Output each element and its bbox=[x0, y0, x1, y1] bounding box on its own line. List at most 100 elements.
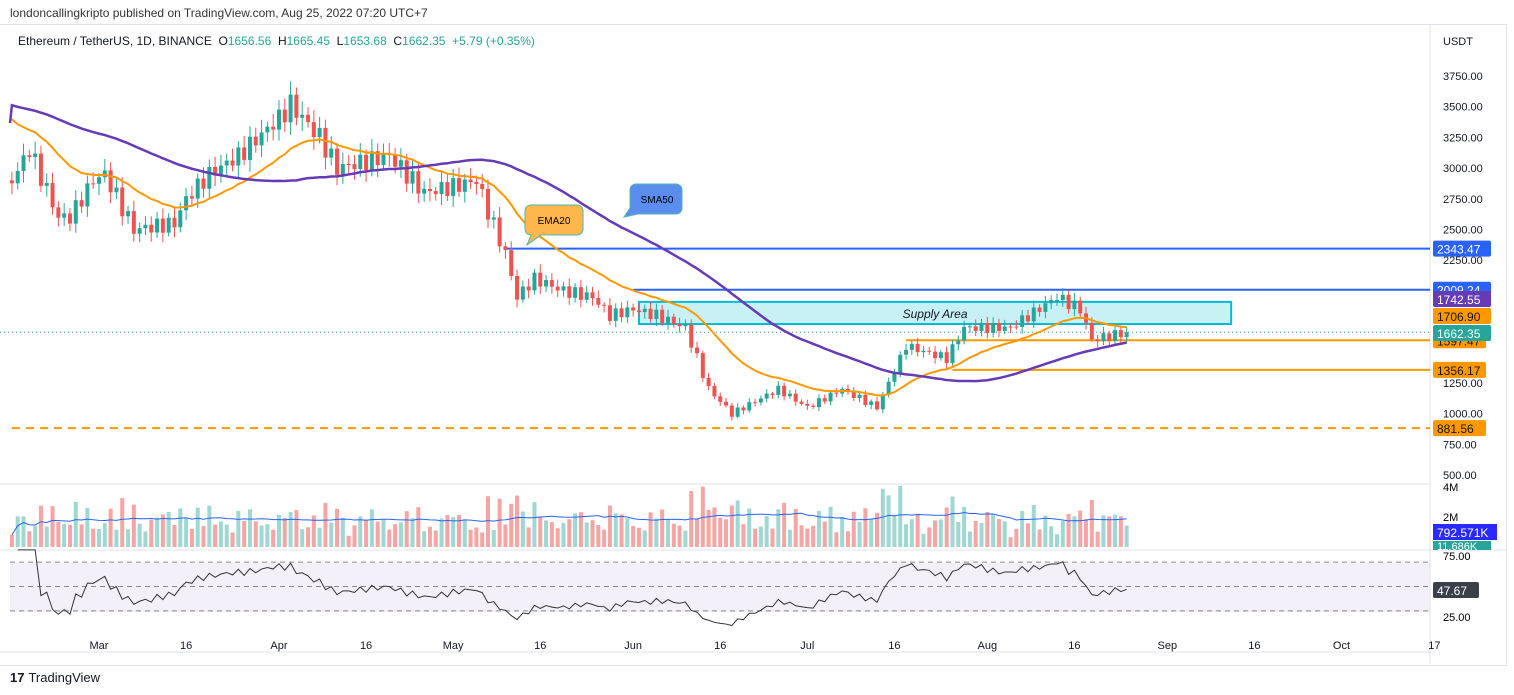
volume-bar bbox=[782, 502, 787, 547]
candle-body bbox=[317, 127, 322, 138]
candle-body bbox=[416, 171, 421, 194]
volume-bar bbox=[346, 535, 351, 547]
candle-body bbox=[97, 177, 101, 184]
volume-bar bbox=[712, 507, 717, 547]
candle-body bbox=[677, 324, 682, 327]
volume-bar bbox=[189, 528, 194, 547]
volume-bar bbox=[1031, 505, 1036, 547]
volume-bar bbox=[729, 505, 734, 547]
change-value: +5.79 (+0.35%) bbox=[452, 34, 535, 48]
volume-bar bbox=[607, 505, 612, 547]
volume-bar bbox=[799, 525, 804, 547]
volume-bar bbox=[613, 513, 618, 547]
candle-body bbox=[143, 224, 148, 229]
volume-bar bbox=[404, 511, 409, 547]
volume-bar bbox=[700, 486, 705, 547]
volume-bar bbox=[573, 513, 578, 547]
rsi-tick: 25.00 bbox=[1443, 612, 1471, 624]
volume-bar bbox=[642, 530, 647, 547]
candle-body bbox=[184, 196, 189, 211]
volume-bar bbox=[497, 498, 502, 547]
candle-body bbox=[828, 392, 833, 402]
volume-bar bbox=[317, 527, 322, 547]
level-price-tag bbox=[1433, 420, 1486, 437]
candle-body bbox=[224, 160, 229, 166]
candle-body bbox=[137, 228, 142, 234]
candle-body bbox=[642, 308, 647, 313]
x-tick-label: 16 bbox=[534, 640, 546, 652]
candle-body bbox=[456, 178, 461, 192]
volume-bar bbox=[509, 503, 514, 547]
volume-bar bbox=[311, 515, 316, 547]
candle-body bbox=[497, 217, 502, 247]
volume-bar bbox=[985, 511, 990, 547]
candle-body bbox=[1014, 326, 1019, 328]
volume-bar bbox=[427, 526, 432, 547]
volume-bar bbox=[1078, 510, 1083, 547]
y-tick-label: 2250.00 bbox=[1443, 255, 1483, 267]
candle-body bbox=[375, 151, 380, 166]
volume-bar bbox=[381, 519, 386, 547]
volume-bar bbox=[21, 516, 26, 547]
volume-bar bbox=[822, 521, 827, 547]
volume-bar bbox=[1084, 519, 1089, 547]
candle-body bbox=[1089, 322, 1094, 340]
volume-bar bbox=[863, 508, 868, 547]
volume-bar bbox=[416, 507, 421, 547]
candle-body bbox=[602, 304, 607, 306]
volume-bar bbox=[323, 502, 328, 547]
volume-bar bbox=[201, 526, 206, 547]
candle-body bbox=[956, 340, 961, 345]
candle-body bbox=[747, 402, 752, 411]
candle-body bbox=[776, 385, 781, 395]
candle-body bbox=[230, 160, 235, 166]
candle-body bbox=[793, 393, 798, 402]
rsi-band bbox=[10, 563, 1430, 612]
volume-bar bbox=[230, 532, 235, 547]
volume-bar bbox=[869, 518, 874, 547]
candle-body bbox=[474, 181, 479, 184]
volume-bar bbox=[120, 498, 125, 547]
volume-bar bbox=[352, 525, 357, 547]
candle-body bbox=[1101, 333, 1106, 342]
x-tick-label: Apr bbox=[270, 640, 287, 652]
volume-bar bbox=[816, 510, 821, 547]
volume-bar bbox=[375, 521, 380, 547]
candle-body bbox=[892, 373, 897, 382]
y-tick-label: 3750.00 bbox=[1443, 71, 1483, 83]
low-value: 1653.68 bbox=[343, 34, 387, 48]
volume-bar bbox=[851, 511, 856, 547]
volume-tick: 2M bbox=[1443, 512, 1458, 524]
volume-bar bbox=[27, 531, 32, 547]
candle-body bbox=[1031, 307, 1036, 322]
ma-price-tag bbox=[1433, 308, 1491, 324]
volume-bar bbox=[1049, 526, 1054, 547]
candle-body bbox=[863, 394, 868, 405]
candle-body bbox=[851, 390, 856, 398]
candle-body bbox=[300, 114, 305, 118]
x-tick-label: Aug bbox=[978, 640, 998, 652]
candle-body bbox=[38, 153, 43, 186]
candle-body bbox=[462, 179, 467, 192]
volume-bar bbox=[567, 519, 572, 547]
candle-body bbox=[625, 307, 630, 318]
volume-bar bbox=[213, 524, 218, 547]
supply-zone-label: Supply Area bbox=[903, 307, 968, 321]
volume-bar bbox=[526, 527, 531, 547]
candle-body bbox=[323, 127, 328, 158]
candle-body bbox=[265, 126, 270, 133]
tradingview-logo[interactable]: 17 TradingView bbox=[10, 670, 100, 685]
candle-body bbox=[979, 322, 984, 332]
volume-bar bbox=[398, 522, 403, 547]
candle-body bbox=[578, 287, 583, 300]
candle-body bbox=[526, 286, 531, 291]
candle-body bbox=[33, 153, 38, 158]
candle-body bbox=[561, 286, 566, 291]
volume-bar bbox=[288, 512, 293, 547]
candle-body bbox=[816, 398, 821, 407]
candle-body bbox=[729, 405, 734, 417]
volume-bar bbox=[683, 530, 688, 547]
volume-bar bbox=[160, 514, 165, 547]
y-tick-label: 3000.00 bbox=[1443, 163, 1483, 175]
